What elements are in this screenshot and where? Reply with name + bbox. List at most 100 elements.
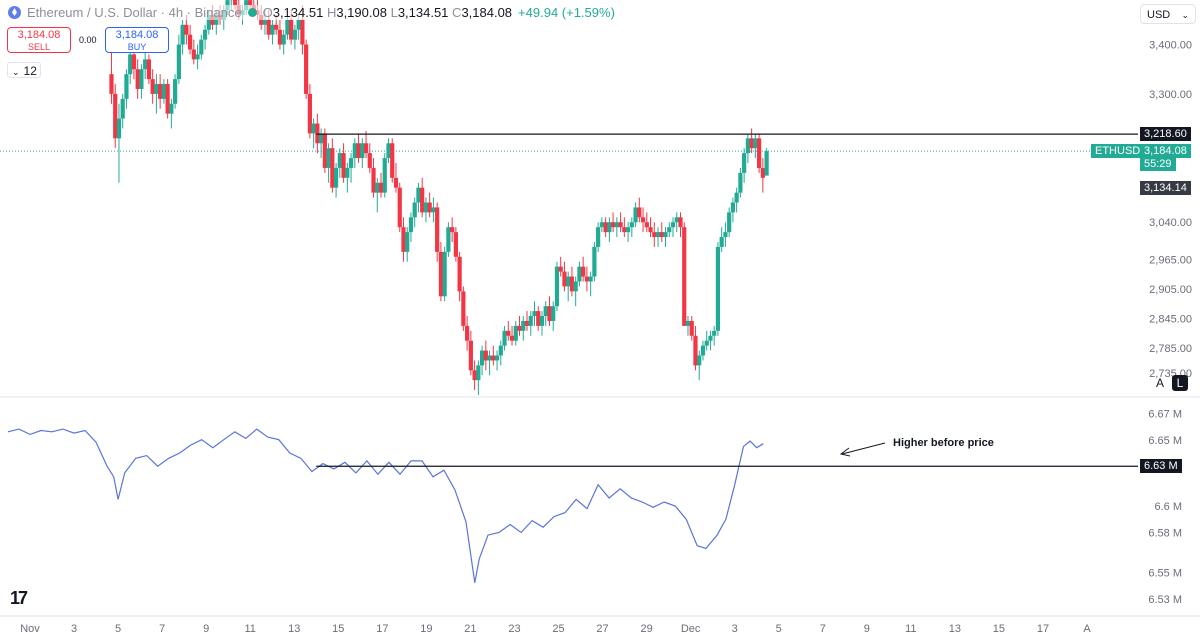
- candle-body: [506, 330, 511, 336]
- candle-body: [191, 49, 196, 60]
- time-axis-tick: 15: [993, 623, 1005, 635]
- sell-button[interactable]: 3,184.08 SELL: [7, 27, 71, 53]
- candle-body: [498, 345, 503, 356]
- log-scale-button[interactable]: L: [1172, 375, 1188, 391]
- buy-button[interactable]: 3,184.08 BUY: [105, 27, 169, 53]
- sell-price: 3,184.08: [17, 29, 61, 41]
- annotation-text: Higher before price: [893, 437, 994, 449]
- symbol-title[interactable]: Ethereum / U.S. Dollar · 4h · Binance: [27, 5, 242, 20]
- candle-body: [296, 19, 301, 30]
- bar-countdown-tag: 55:29: [1140, 157, 1176, 172]
- candle-body: [165, 84, 170, 114]
- candle-body: [625, 227, 631, 233]
- currency-label: USD: [1147, 9, 1171, 21]
- candle-body: [491, 355, 496, 361]
- candle-body: [640, 217, 646, 223]
- candle-body: [479, 350, 485, 366]
- candle-body: [652, 232, 657, 238]
- auto-scale-button[interactable]: A: [1155, 376, 1164, 390]
- candle-body: [727, 212, 732, 233]
- candle-body: [708, 335, 713, 341]
- overlay-layer: [316, 133, 1138, 467]
- candle-body: [375, 182, 380, 193]
- indicator-axis-tick: 6.67 M: [1148, 408, 1182, 420]
- quantity-dropdown[interactable]: ⌄ 12: [7, 62, 41, 78]
- time-axis-tick: 9: [864, 623, 870, 635]
- candle-body: [128, 54, 133, 75]
- candle-body: [113, 93, 118, 139]
- candle-body: [599, 222, 604, 228]
- candle-body: [277, 29, 283, 45]
- candle-body: [348, 158, 354, 168]
- candle-body: [333, 167, 339, 188]
- candle-body: [730, 202, 736, 213]
- indicator-axis-tick: 6.55 M: [1148, 567, 1182, 579]
- candle-body: [719, 237, 724, 247]
- candle-body: [292, 29, 298, 40]
- tradingview-logo[interactable]: 17: [10, 588, 28, 608]
- candle-body: [581, 266, 586, 277]
- candle-body: [397, 187, 402, 228]
- time-axis-tick: 13: [288, 623, 300, 635]
- candle-body: [356, 143, 361, 159]
- candle-body: [712, 330, 717, 336]
- candle-body: [367, 153, 372, 168]
- candle-body: [401, 227, 406, 252]
- time-axis-tick: A: [1083, 623, 1091, 635]
- time-axis-tick: 3: [71, 623, 77, 635]
- time-axis-tick: 3: [732, 623, 738, 635]
- candle-body: [536, 311, 541, 326]
- ohlc-values: O3,134.51 H3,190.08 L3,134.51 C3,184.08: [262, 5, 513, 20]
- candle-body: [558, 266, 563, 272]
- candle-body: [543, 306, 548, 317]
- candle-body: [551, 306, 556, 321]
- candle-body: [592, 246, 597, 277]
- candle-body: [315, 123, 320, 144]
- candle-body: [524, 320, 530, 326]
- candle-body: [161, 84, 166, 99]
- candle-body: [169, 103, 174, 114]
- candle-body: [764, 151, 769, 176]
- price-axis-tick: 3,400.00: [1149, 40, 1192, 52]
- time-axis-tick: 15: [332, 623, 344, 635]
- time-axis-tick: 11: [244, 623, 255, 635]
- candle-body: [502, 330, 507, 346]
- candle-body: [457, 256, 462, 292]
- buy-price: 3,184.08: [115, 29, 159, 41]
- candle-body: [319, 133, 324, 144]
- chevron-down-icon: ⌄: [1181, 10, 1189, 20]
- candle-body: [143, 59, 148, 70]
- candle-body: [352, 143, 357, 159]
- candle-body: [614, 222, 619, 228]
- ethereum-logo-icon: [8, 6, 21, 19]
- currency-dropdown[interactable]: USD ⌄: [1140, 4, 1196, 24]
- candle-body: [547, 306, 552, 321]
- price-axis-tick: 2,845.00: [1149, 313, 1192, 325]
- candle-body: [304, 44, 309, 94]
- candle-body: [517, 325, 522, 331]
- price-pane[interactable]: 3,400.00 3,300.00 3,040.00 2,965.00 2,905.00…: [0, 40, 1200, 635]
- candle-body: [120, 98, 125, 119]
- candle-body: [176, 44, 181, 80]
- candle-body: [116, 118, 122, 139]
- candle-body: [363, 143, 369, 154]
- price-change: +49.94 (+1.59%): [518, 5, 615, 20]
- candle-body: [532, 311, 537, 317]
- candle-body: [562, 271, 567, 287]
- candle-body: [659, 232, 664, 238]
- arrow-head-icon: [839, 447, 851, 457]
- time-axis-tick: 13: [949, 623, 961, 635]
- low-price-tag: 3,134.14: [1140, 180, 1191, 195]
- candle-body: [629, 222, 634, 228]
- candle-body: [199, 39, 204, 55]
- candle-body: [154, 84, 159, 94]
- indicator-line: [7, 428, 764, 583]
- price-axis-tick: 2,785.00: [1149, 343, 1192, 355]
- candle-body: [509, 335, 515, 341]
- time-axis-tick: 17: [376, 623, 388, 635]
- candle-body: [202, 29, 208, 40]
- indicator-axis-tick: 6.53 M: [1148, 594, 1182, 606]
- indicator-pane[interactable]: 6.67 M 6.65 M 6.63 M 6.6 M 6.58 M 6.55 M 6.53 …: [7, 408, 1182, 606]
- candle-body: [247, 0, 253, 6]
